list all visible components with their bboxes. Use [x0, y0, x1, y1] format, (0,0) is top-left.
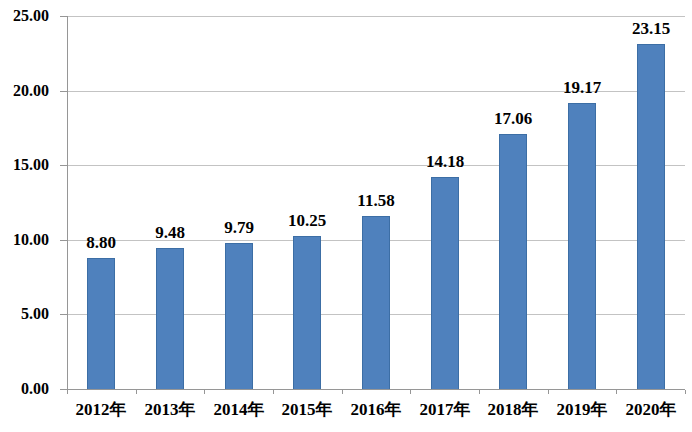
- bar-2020年: [637, 44, 665, 389]
- x-axis-tick: [273, 390, 274, 394]
- x-axis-tick: [204, 390, 205, 394]
- bar-value-label: 9.79: [204, 218, 274, 238]
- y-axis-tick: [60, 314, 67, 315]
- y-axis-tick-label: 5.00: [0, 305, 49, 323]
- bar-value-label: 14.18: [410, 152, 480, 172]
- x-axis-tick: [67, 390, 68, 394]
- bar-value-label: 23.15: [616, 19, 686, 39]
- x-axis-tick: [685, 390, 686, 394]
- bar-2015年: [293, 236, 321, 389]
- bar-value-label: 17.06: [478, 109, 548, 129]
- x-axis-tick-label: 2020年: [611, 399, 691, 421]
- y-axis-line: [67, 16, 68, 393]
- x-axis-tick: [342, 390, 343, 394]
- y-axis-tick: [60, 16, 67, 17]
- y-axis-tick-label: 25.00: [0, 7, 49, 25]
- y-axis-tick-label: 10.00: [0, 231, 49, 249]
- y-axis-tick: [60, 389, 67, 390]
- bar-value-label: 10.25: [272, 211, 342, 231]
- y-axis-tick-label: 0.00: [0, 380, 49, 398]
- bar-value-label: 19.17: [547, 78, 617, 98]
- bar-2012年: [87, 258, 115, 389]
- bar-2018年: [499, 134, 527, 389]
- bar-value-label: 8.80: [66, 233, 136, 253]
- y-axis-tick-label: 15.00: [0, 156, 49, 174]
- x-axis-tick: [479, 390, 480, 394]
- y-axis-tick-label: 20.00: [0, 82, 49, 100]
- x-axis-tick: [136, 390, 137, 394]
- x-axis-tick-label: 2018年: [473, 399, 553, 421]
- x-axis-tick-label: 2015年: [267, 399, 347, 421]
- bar-2016年: [362, 216, 390, 389]
- y-axis-tick: [60, 91, 67, 92]
- x-axis-tick-label: 2012年: [61, 399, 141, 421]
- x-axis-tick: [616, 390, 617, 394]
- bar-value-label: 11.58: [341, 191, 411, 211]
- y-axis-tick: [60, 165, 67, 166]
- x-axis-tick-label: 2019年: [542, 399, 622, 421]
- x-axis-line: [67, 389, 685, 390]
- bar-chart: 0.00 5.00 10.00 15.00 20.00 25.00 8.80 2012年 9.4…: [0, 0, 692, 432]
- x-axis-tick-label: 2013年: [130, 399, 210, 421]
- gridline: [67, 16, 685, 17]
- bar-2013年: [156, 248, 184, 389]
- bar-2017年: [431, 177, 459, 389]
- bar-2019年: [568, 103, 596, 389]
- bar-2014年: [225, 243, 253, 389]
- bar-value-label: 9.48: [135, 223, 205, 243]
- x-axis-tick: [548, 390, 549, 394]
- x-axis-tick-label: 2016年: [336, 399, 416, 421]
- x-axis-tick: [410, 390, 411, 394]
